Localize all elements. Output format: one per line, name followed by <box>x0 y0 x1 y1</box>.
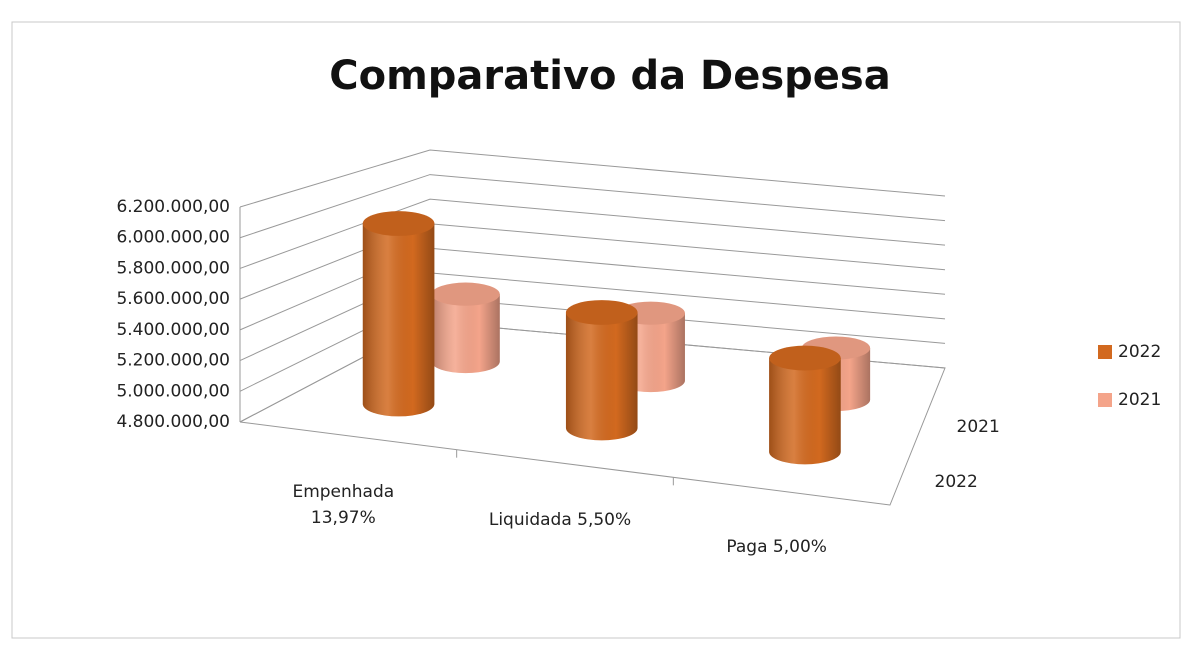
bar-shade <box>362 223 435 417</box>
bar-top-shade <box>431 282 500 306</box>
legend-label: 2022 <box>1118 342 1161 362</box>
y-tick-label: 6.000.000,00 <box>116 228 230 248</box>
bar-top-shade <box>769 345 841 371</box>
marks <box>362 211 1112 465</box>
bar-top <box>769 345 841 371</box>
x-tick-label: Empenhada 13,97% <box>292 481 395 528</box>
legend-label: 2021 <box>1118 390 1161 410</box>
depth-label: 2022 <box>935 472 978 492</box>
depth-label: 2021 <box>957 417 1000 437</box>
legend-swatch <box>1098 393 1112 407</box>
grid-line <box>239 149 946 208</box>
bar-top-shade <box>565 300 638 325</box>
y-tick-label: 5.000.000,00 <box>116 381 230 401</box>
bar-top <box>431 282 500 306</box>
y-tick-label: 4.800.000,00 <box>116 412 230 432</box>
bar-shade <box>565 312 638 441</box>
y-tick-label: 5.200.000,00 <box>116 351 230 371</box>
y-tick-label: 5.800.000,00 <box>116 258 230 278</box>
y-tick-label: 5.400.000,00 <box>116 320 230 340</box>
x-tick-label: Liquidada 5,50% <box>488 509 632 530</box>
bar-shade <box>769 358 841 465</box>
bar-top-shade <box>362 211 435 236</box>
legend-swatch <box>1098 345 1112 359</box>
x-tick-label: Paga 5,00% <box>726 537 827 558</box>
y-tick-label: 5.600.000,00 <box>116 289 230 309</box>
chart-title: Comparativo da Despesa <box>329 53 890 99</box>
bar-top <box>362 211 435 236</box>
grid-line <box>239 198 946 269</box>
bar-top <box>565 300 638 325</box>
y-tick-label: 6.200.000,00 <box>116 197 230 217</box>
bar-shade <box>431 294 500 374</box>
grid-line <box>239 174 946 239</box>
